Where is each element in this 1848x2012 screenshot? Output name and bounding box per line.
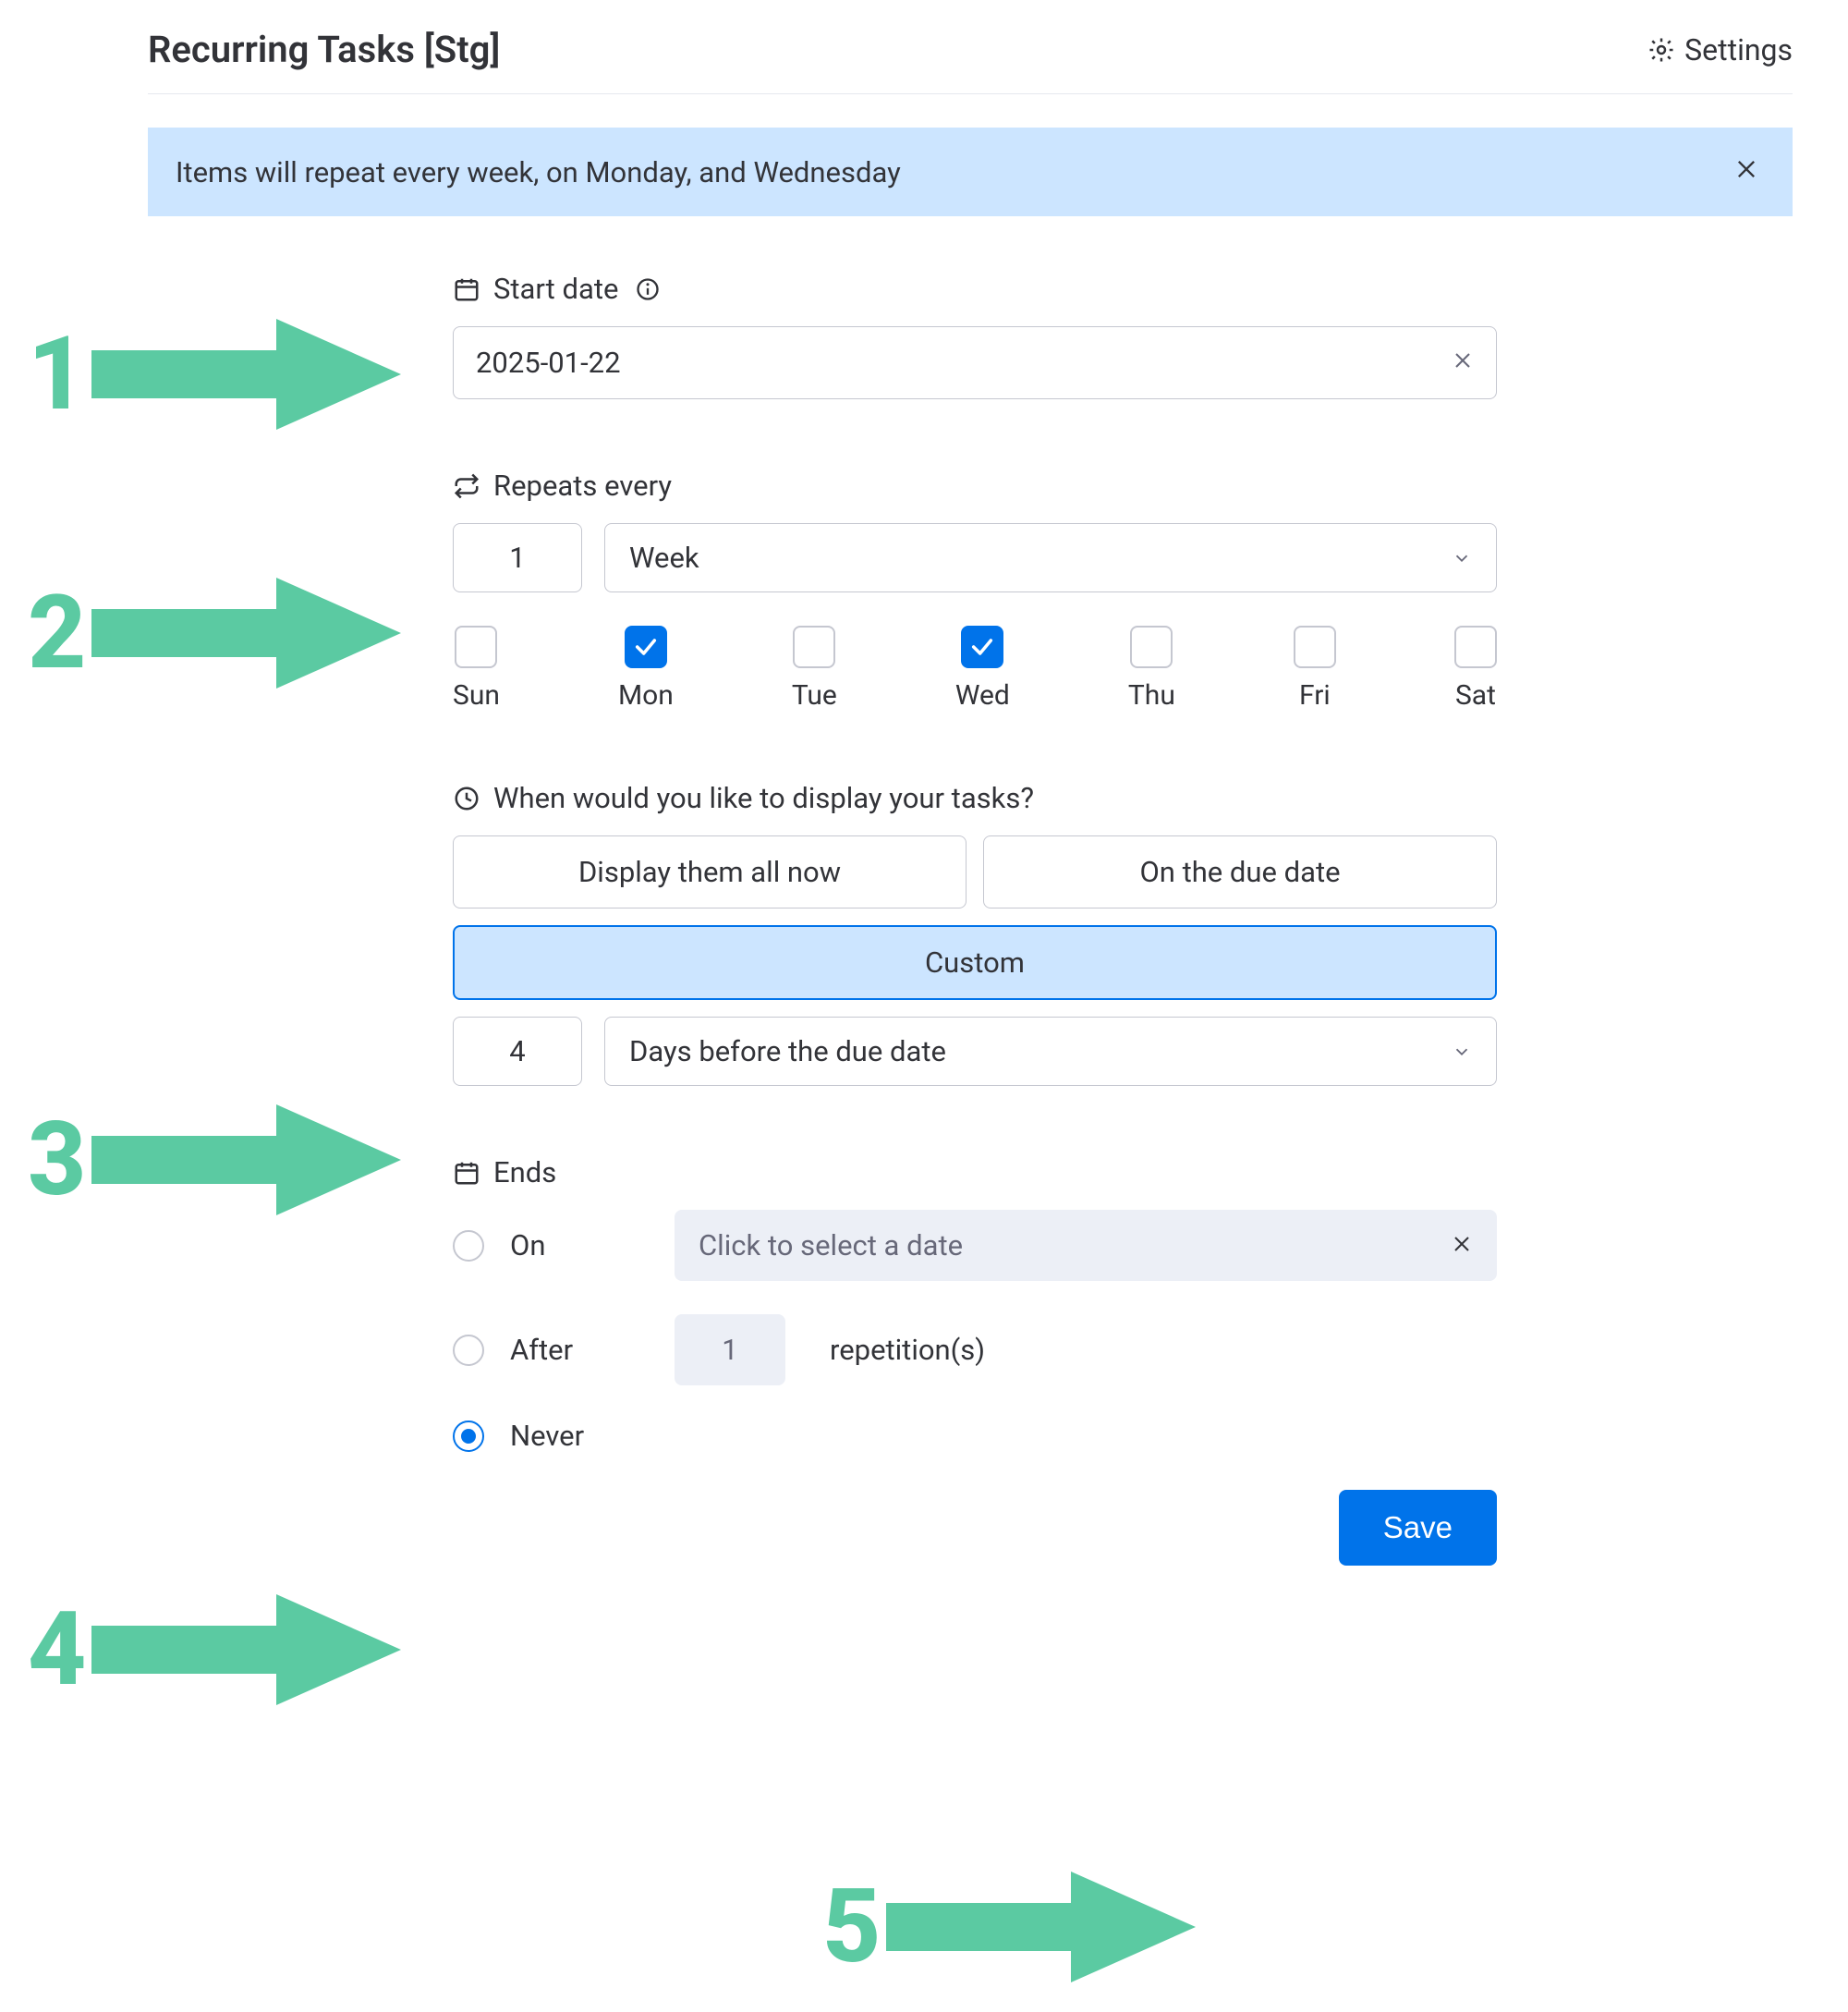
section-ends: Ends On Click to select a date After 1 r… [453,1155,1497,1453]
calendar-icon [453,1159,480,1187]
annotation-number: 5 [822,1867,877,1986]
ends-option-after: After 1 repetition(s) [453,1314,1497,1385]
info-banner: Items will repeat every week, on Monday,… [148,128,1793,216]
check-icon [633,634,659,660]
day-label: Fri [1299,679,1331,712]
ends-after-radio[interactable] [453,1335,484,1366]
custom-count-input[interactable]: 4 [453,1017,582,1086]
ends-on-placeholder: Click to select a date [699,1228,963,1262]
display-option-due-date[interactable]: On the due date [983,835,1497,908]
annotation-5: 5 [822,1867,1196,1986]
start-date-label: Start date [493,272,618,306]
day-wed: Wed [955,626,1010,712]
day-picker: Sun Mon Tue Wed Thu Fri Sat [453,626,1497,712]
ends-after-count-input[interactable]: 1 [675,1314,785,1385]
banner-text: Items will repeat every week, on Monday,… [176,155,901,189]
ends-never-label: Never [510,1419,649,1453]
day-label: Wed [955,679,1010,712]
ends-on-date-input[interactable]: Click to select a date [675,1210,1497,1281]
section-start-date: Start date 2025-01-22 [453,272,1497,399]
clock-icon [453,785,480,812]
arrow-icon [886,1872,1196,1982]
day-checkbox-mon[interactable] [625,626,667,668]
calendar-icon [453,275,480,303]
custom-unit-select[interactable]: Days before the due date [604,1017,1497,1086]
day-label: Tue [792,679,837,712]
day-thu: Thu [1128,626,1175,712]
display-option-custom[interactable]: Custom [453,925,1497,1000]
day-mon: Mon [618,626,674,712]
day-checkbox-thu[interactable] [1130,626,1173,668]
ends-label: Ends [493,1155,556,1189]
header: Recurring Tasks [Stg] Settings [148,28,1793,94]
day-checkbox-tue[interactable] [793,626,835,668]
section-repeats: Repeats every 1 Week SunMonTueWedThuFriS… [453,469,1497,712]
day-label: Sat [1455,679,1496,712]
chevron-down-icon [1452,1042,1472,1062]
day-tue: Tue [792,626,837,712]
ends-option-never: Never [453,1419,1497,1453]
repeat-unit-value: Week [629,541,699,575]
arrow-icon [91,1594,401,1705]
day-checkbox-sat[interactable] [1454,626,1497,668]
day-label: Sun [453,679,500,712]
check-icon [969,634,995,660]
start-date-value: 2025-01-22 [476,346,621,380]
day-checkbox-fri[interactable] [1294,626,1336,668]
banner-close-button[interactable] [1728,153,1765,190]
annotation-number: 4 [28,1590,82,1709]
ends-on-label: On [510,1228,649,1262]
repeat-unit-select[interactable]: Week [604,523,1497,592]
ends-never-radio[interactable] [453,1421,484,1452]
ends-on-radio[interactable] [453,1230,484,1262]
custom-unit-value: Days before the due date [629,1034,946,1068]
day-label: Thu [1128,679,1175,712]
ends-option-on: On Click to select a date [453,1210,1497,1281]
day-checkbox-wed[interactable] [961,626,1003,668]
page-title: Recurring Tasks [Stg] [148,28,500,71]
ends-after-suffix: repetition(s) [830,1333,985,1367]
start-date-clear[interactable] [1452,347,1474,379]
close-icon [1451,1233,1473,1255]
day-sat: Sat [1454,626,1497,712]
ends-on-clear[interactable] [1451,1228,1473,1262]
save-button[interactable]: Save [1339,1490,1497,1566]
close-icon [1452,349,1474,372]
display-label: When would you like to display your task… [493,781,1034,815]
display-option-all-now[interactable]: Display them all now [453,835,967,908]
day-checkbox-sun[interactable] [455,626,497,668]
gear-icon [1647,36,1675,64]
repeat-interval-input[interactable]: 1 [453,523,582,592]
section-display: When would you like to display your task… [453,781,1497,1086]
ends-after-label: After [510,1333,649,1367]
info-icon[interactable] [635,276,661,302]
settings-label: Settings [1684,32,1793,67]
day-fri: Fri [1294,626,1336,712]
settings-button[interactable]: Settings [1647,32,1793,67]
repeat-icon [453,472,480,500]
annotation-4: 4 [28,1590,401,1709]
day-sun: Sun [453,626,500,712]
close-icon [1733,156,1759,182]
start-date-input[interactable]: 2025-01-22 [453,326,1497,399]
repeats-label: Repeats every [493,469,672,503]
chevron-down-icon [1452,548,1472,568]
day-label: Mon [618,679,674,712]
